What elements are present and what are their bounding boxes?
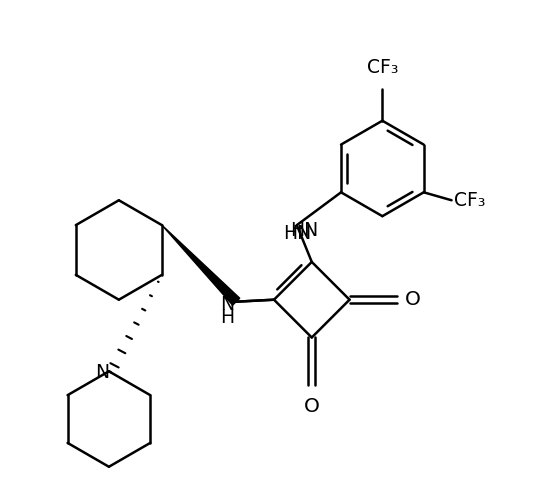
Polygon shape xyxy=(162,225,240,305)
Text: H: H xyxy=(220,308,234,327)
Text: N: N xyxy=(220,295,234,314)
Text: O: O xyxy=(304,397,320,416)
Text: O: O xyxy=(405,290,421,309)
Text: N: N xyxy=(95,363,109,382)
Text: HN: HN xyxy=(289,221,318,240)
Text: CF₃: CF₃ xyxy=(366,58,398,77)
Text: CF₃: CF₃ xyxy=(454,191,485,210)
Text: HN: HN xyxy=(283,224,311,243)
